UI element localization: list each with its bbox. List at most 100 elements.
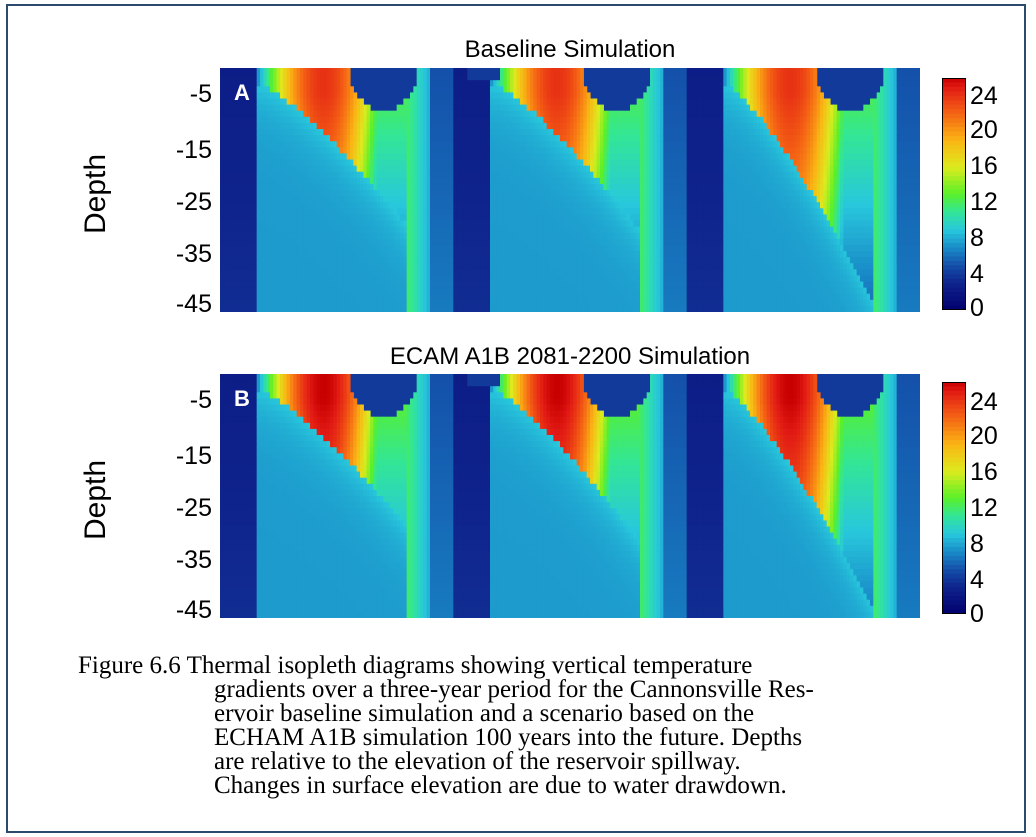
heatmap-cell — [523, 183, 528, 191]
heatmap-cell — [453, 244, 458, 252]
heatmap-cell — [506, 153, 511, 161]
heatmap-cell — [423, 74, 428, 81]
heatmap-cell — [433, 74, 438, 81]
heatmap-cell — [373, 110, 378, 118]
heatmap-cell — [436, 263, 441, 270]
heatmap-cell — [543, 129, 548, 136]
heatmap-cell — [330, 202, 334, 209]
heatmap-cell — [653, 183, 658, 191]
heatmap-cell — [310, 269, 314, 276]
heatmap-cell — [366, 129, 371, 136]
heatmap-cell — [453, 80, 458, 87]
heatmap-cell — [556, 183, 561, 191]
heatmap-cell — [330, 165, 334, 173]
heatmap-cell — [546, 80, 551, 87]
heatmap-cell — [643, 226, 648, 234]
heatmap-cell — [413, 299, 418, 307]
heatmap-cell — [583, 153, 588, 161]
heatmap-cell — [403, 183, 408, 191]
heatmap-cell — [650, 171, 654, 179]
heatmap-cell — [483, 104, 488, 112]
heatmap-cell — [373, 238, 378, 246]
heatmap-cell — [530, 135, 534, 142]
heatmap-cell — [640, 196, 644, 203]
heatmap-cell — [443, 293, 448, 301]
heatmap-cell — [260, 183, 264, 191]
heatmap-cell — [333, 86, 338, 93]
heatmap-cell — [633, 147, 638, 154]
heatmap-cell — [433, 299, 438, 307]
heatmap-cell — [413, 171, 418, 179]
heatmap-cell — [500, 141, 504, 148]
heatmap-cell — [293, 104, 298, 112]
heatmap-cell — [506, 141, 511, 148]
heatmap-cell — [503, 159, 508, 167]
heatmap-cell — [416, 238, 421, 246]
heatmap-cell — [383, 214, 388, 222]
heatmap-cell — [226, 110, 231, 118]
heatmap-cell — [500, 110, 504, 118]
heatmap-cell — [423, 220, 428, 228]
heatmap-cell — [296, 171, 301, 179]
heatmap-cell — [606, 129, 611, 136]
heatmap-cell — [266, 147, 271, 154]
heatmap-cell — [373, 275, 378, 283]
heatmap-cell — [456, 299, 461, 307]
heatmap-cell — [506, 159, 511, 167]
heatmap-cell — [263, 80, 268, 87]
heatmap-cell — [476, 135, 481, 142]
heatmap-cell — [453, 208, 458, 215]
heatmap-cell — [570, 171, 574, 179]
heatmap-cell — [646, 232, 651, 240]
heatmap-cell — [293, 214, 298, 222]
heatmap-cell — [250, 183, 254, 191]
heatmap-cell — [303, 122, 308, 130]
heatmap-cell — [286, 68, 291, 75]
heatmap-cell — [626, 202, 631, 209]
heatmap-cell — [396, 171, 401, 179]
heatmap-cell — [330, 177, 334, 185]
heatmap-cell — [570, 141, 574, 148]
heatmap-cell — [343, 147, 348, 154]
heatmap-cell — [583, 183, 588, 191]
heatmap-cell — [523, 129, 528, 136]
heatmap-cell — [253, 226, 258, 234]
heatmap-cell — [266, 80, 271, 87]
heatmap-cell — [473, 104, 478, 112]
heatmap-cell — [556, 122, 561, 130]
heatmap-cell — [356, 153, 361, 161]
heatmap-cell — [340, 251, 344, 258]
heatmap-cell — [533, 104, 538, 112]
heatmap-cell — [453, 299, 458, 307]
heatmap-cell — [500, 86, 504, 93]
heatmap-cell — [270, 147, 274, 154]
heatmap-cell — [500, 275, 504, 283]
heatmap-cell — [470, 153, 474, 161]
heatmap-cell — [550, 104, 554, 112]
heatmap-cell — [443, 147, 448, 154]
heatmap-cell — [573, 135, 578, 142]
heatmap-cell — [493, 135, 498, 142]
heatmap-cell — [486, 226, 491, 234]
heatmap-cell — [386, 196, 391, 203]
heatmap-cell — [413, 208, 418, 215]
heatmap-cell — [460, 190, 464, 197]
heatmap-cell — [290, 220, 294, 228]
heatmap-cell — [600, 287, 604, 295]
heatmap-cell — [583, 269, 588, 276]
heatmap-cell — [473, 122, 478, 130]
heatmap-cell — [296, 299, 301, 307]
heatmap-cell — [250, 281, 254, 289]
heatmap-cell — [520, 196, 524, 203]
heatmap-cell — [556, 165, 561, 173]
heatmap-cell — [296, 196, 301, 203]
heatmap-cell — [263, 153, 268, 161]
heatmap-cell — [590, 110, 594, 118]
heatmap-cell — [516, 74, 521, 81]
heatmap-cell — [500, 129, 504, 136]
heatmap-cell — [630, 202, 634, 209]
heatmap-cell — [366, 104, 371, 112]
heatmap-cell — [410, 238, 414, 246]
heatmap-cell — [400, 183, 404, 191]
heatmap-cell — [340, 299, 344, 307]
